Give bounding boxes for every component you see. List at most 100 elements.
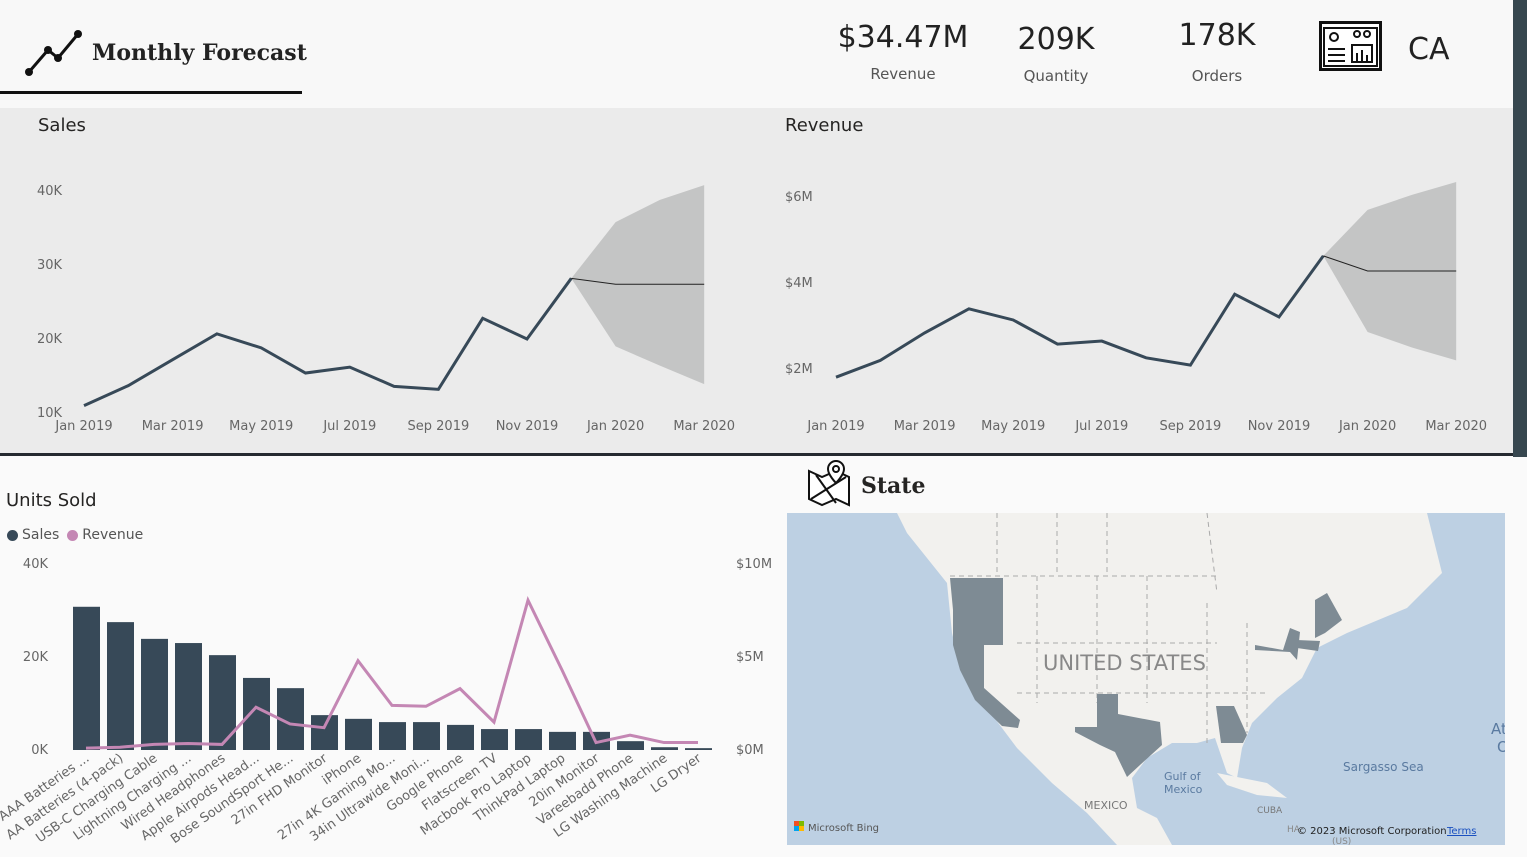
legend-sales-dot — [7, 529, 18, 541]
map-label-sargasso: Sargasso Sea — [1343, 760, 1424, 774]
x-tick-label: Jan 2020 — [1338, 419, 1396, 434]
state-wa — [950, 578, 1003, 610]
y-tick-label: $4M — [785, 276, 813, 291]
bar-sales — [379, 722, 406, 750]
forecast-line — [571, 277, 705, 285]
state-tx — [1075, 694, 1162, 777]
bar-sales — [447, 724, 474, 750]
kpi-quantity-value: 209K — [1017, 22, 1095, 57]
right-edge-bar — [1513, 0, 1527, 457]
section-divider — [0, 453, 1513, 456]
map-terms-link[interactable]: Terms — [1446, 826, 1476, 837]
x-tick-label: Mar 2020 — [1425, 419, 1487, 434]
map-title: State — [861, 473, 926, 499]
x-tick-label: Mar 2020 — [673, 419, 735, 434]
map-label-haiti: HA — [1287, 825, 1301, 835]
state-or — [953, 610, 1003, 645]
x-tick-label: Sep 2019 — [1160, 419, 1222, 434]
state-me — [1315, 593, 1342, 638]
map-land — [897, 513, 1442, 845]
legend: Sales Revenue — [7, 527, 143, 543]
legend-revenue[interactable]: Revenue — [82, 527, 144, 543]
y-left-tick-label: 20K — [23, 650, 49, 665]
bar-sales — [73, 606, 100, 750]
bar-sales — [413, 722, 440, 750]
y-tick-label: $2M — [785, 362, 813, 377]
y-tick-label: 20K — [37, 332, 63, 347]
bar-sales — [651, 747, 678, 750]
bar-sales — [141, 638, 168, 750]
y-tick-label: 40K — [37, 184, 63, 199]
y-tick-label: 30K — [37, 258, 63, 273]
bar-sales — [243, 677, 270, 750]
y-right-tick-label: $10M — [736, 557, 772, 572]
forecast-line — [1323, 255, 1457, 272]
map-copyright: © 2023 Microsoft Corporation — [1297, 826, 1447, 837]
page-title: Monthly Forecast — [92, 40, 307, 66]
x-tick-label: Sep 2019 — [408, 419, 470, 434]
legend-sales[interactable]: Sales — [22, 527, 60, 543]
revenue-line — [85, 596, 698, 750]
sales-chart-title: Sales — [38, 115, 86, 136]
bar-sales — [107, 622, 134, 750]
x-tick-label: Jan 2019 — [54, 419, 112, 434]
state-code: CA — [1408, 32, 1450, 67]
legend-revenue-dot — [67, 529, 79, 541]
title-underline — [0, 91, 302, 94]
map-cuba — [1217, 773, 1287, 798]
map-label-us-territory: (US) — [1332, 837, 1351, 845]
kpi-revenue-label: Revenue — [870, 65, 936, 83]
header — [0, 0, 1513, 108]
map-attribution: Microsoft Bing — [808, 823, 879, 834]
actual-line — [835, 255, 1325, 379]
bar-sales — [617, 741, 644, 750]
x-tick-label: Jan 2020 — [586, 419, 644, 434]
map-label-cuba: CUBA — [1257, 806, 1283, 816]
sales-forecast-chart[interactable]: 10K 20K 30K 40K Jan 2019 Mar 2019 May 2019 Jul … — [0, 108, 760, 453]
x-tick-label: May 2019 — [981, 419, 1045, 434]
map-label-us: UNITED STATES — [1043, 651, 1206, 675]
map-label-gulf: Gulf of — [1164, 770, 1202, 783]
y-tick-label: 10K — [37, 406, 63, 421]
x-tick-label: Mar 2019 — [142, 419, 204, 434]
y-right-tick-label: $0M — [736, 743, 764, 758]
bar-sales — [481, 729, 508, 750]
kpi-orders-value: 178K — [1178, 18, 1256, 53]
y-tick-label: $6M — [785, 190, 813, 205]
revenue-chart-title: Revenue — [785, 115, 864, 136]
bar-sales — [345, 718, 372, 750]
state-map[interactable]: UNITED STATES Gulf of Mexico MEXICO Sarg… — [787, 513, 1505, 845]
bar-sales — [549, 731, 576, 750]
map-label-atlantic: At — [1491, 720, 1505, 738]
kpi-orders-label: Orders — [1191, 67, 1243, 85]
forecast-charts-panel — [0, 108, 1513, 454]
map-label-atlantic2: O — [1497, 738, 1505, 756]
state-ca — [953, 645, 1020, 728]
highlighted-states — [950, 578, 1342, 777]
x-tick-label: Mar 2019 — [894, 419, 956, 434]
actual-line — [83, 277, 573, 407]
state-ma — [1297, 640, 1320, 651]
y-left-tick-label: 0K — [31, 743, 48, 758]
bar-sales — [209, 655, 236, 750]
units-sold-title: Units Sold — [6, 490, 97, 511]
kpi-revenue-value: $34.47M — [837, 20, 969, 55]
map-label-mexico: MEXICO — [1084, 799, 1128, 812]
state-ny — [1255, 628, 1300, 660]
bar-sales — [311, 715, 338, 750]
x-tick-label: Nov 2019 — [1248, 419, 1311, 434]
map-label-gulf2: Mexico — [1164, 783, 1203, 796]
x-tick-label: Jul 2019 — [322, 419, 376, 434]
x-tick-label: Jul 2019 — [1074, 419, 1128, 434]
line-chart-icon — [25, 30, 82, 76]
y-right-tick-label: $5M — [736, 650, 764, 665]
kpi-quantity-label: Quantity — [1023, 67, 1089, 85]
state-ga — [1216, 706, 1247, 743]
bar-sales — [175, 643, 202, 750]
bar-sales — [515, 729, 542, 750]
y-left-tick-label: 40K — [23, 557, 49, 572]
x-tick-label: Nov 2019 — [496, 419, 559, 434]
map-pin-icon — [808, 459, 850, 507]
revenue-forecast-chart[interactable]: $2M $4M $6M Jan 2019 Mar 2019 May 2019 Jul 201… — [760, 108, 1513, 453]
